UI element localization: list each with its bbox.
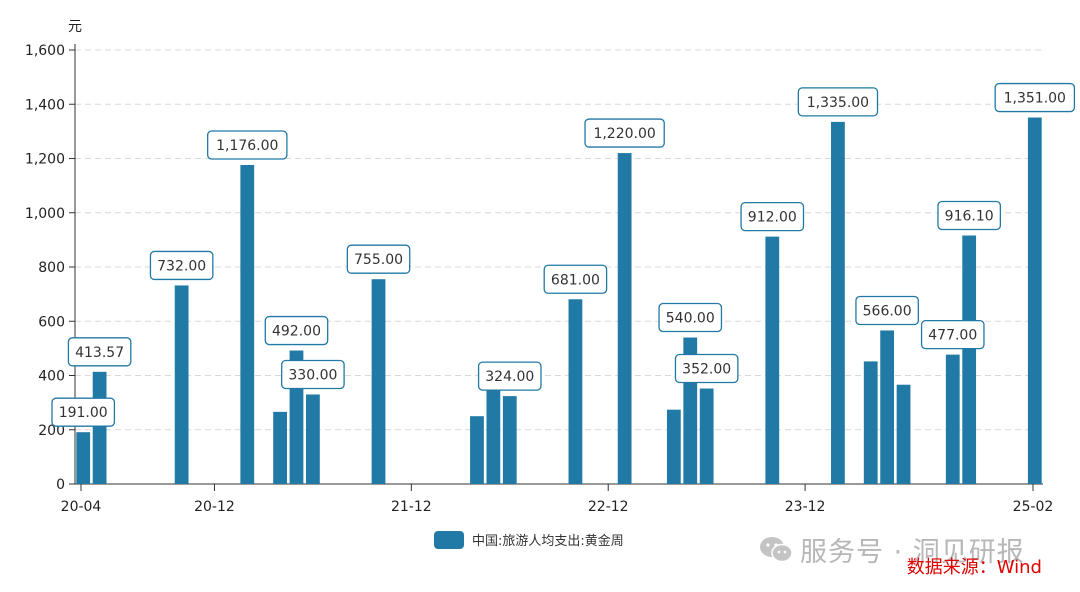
bar <box>863 361 878 484</box>
data-label-box <box>67 337 132 367</box>
data-label: 540.00 <box>666 311 715 327</box>
data-label-box <box>543 264 608 294</box>
data-label-box <box>584 118 665 148</box>
bar <box>502 396 517 484</box>
y-tick-label: 0 <box>56 477 65 493</box>
data-label-box <box>920 319 985 350</box>
data-label: 413.57 <box>75 345 124 361</box>
data-label: 324.00 <box>485 369 534 385</box>
legend-label: 中国:旅游人均支出:黄金周 <box>472 534 624 549</box>
y-tick-label: 1,400 <box>25 97 65 113</box>
bar <box>306 394 320 484</box>
data-label-box <box>264 315 329 346</box>
bar <box>699 388 714 484</box>
bar <box>174 285 189 484</box>
data-label: 1,176.00 <box>216 138 278 154</box>
x-tick-label: 23-12 <box>785 499 826 515</box>
data-label-box <box>477 361 542 391</box>
wechat-icon <box>760 536 793 562</box>
data-label-box <box>797 87 879 117</box>
data-label: 681.00 <box>551 272 600 288</box>
y-tick-label: 1,200 <box>25 152 65 168</box>
data-label: 916.10 <box>945 209 994 225</box>
y-tick-label: 1,000 <box>25 206 65 222</box>
source-note: 数据来源：Wind <box>906 557 1042 578</box>
y-tick-label: 400 <box>38 369 65 385</box>
data-label: 732.00 <box>157 258 206 274</box>
y-tick-label: 1,600 <box>25 43 65 59</box>
y-axis-unit: 元 <box>68 19 82 35</box>
bar <box>76 432 91 484</box>
bar <box>962 235 977 484</box>
bar <box>470 416 484 484</box>
data-label-box <box>149 250 214 281</box>
bar <box>831 121 845 484</box>
data-label-box <box>855 295 919 326</box>
legend-swatch <box>434 530 464 549</box>
data-label: 755.00 <box>354 252 403 268</box>
watermark-text: 服务号 · 洞见研报 <box>800 537 1025 568</box>
bar <box>486 387 501 484</box>
data-label: 191.00 <box>59 405 108 421</box>
bar <box>1027 117 1042 484</box>
bar <box>617 153 632 484</box>
x-tick-label: 22-12 <box>588 499 629 515</box>
data-label: 330.00 <box>288 367 337 383</box>
bar <box>371 279 386 484</box>
bar <box>273 411 287 484</box>
data-label: 1,351.00 <box>1004 91 1066 107</box>
data-label: 1,335.00 <box>807 95 869 111</box>
y-tick-label: 800 <box>38 260 65 276</box>
data-label-box <box>51 397 116 427</box>
bar <box>92 371 107 484</box>
data-label-box <box>281 359 345 390</box>
data-label: 352.00 <box>682 362 731 378</box>
data-label-box <box>207 130 288 160</box>
watermark: 服务号 · 洞见研报 <box>758 530 1025 569</box>
data-label: 566.00 <box>863 303 912 319</box>
data-label: 912.00 <box>748 210 797 226</box>
data-label-box <box>937 200 1002 231</box>
data-label-box <box>658 302 723 333</box>
bar <box>568 299 583 484</box>
data-label: 492.00 <box>272 324 321 340</box>
data-label-box <box>346 244 411 274</box>
data-label-box <box>994 82 1076 113</box>
legend[interactable]: 中国:旅游人均支出:黄金周 <box>434 530 624 549</box>
data-label-box <box>674 353 739 384</box>
y-tick-label: 600 <box>38 314 65 330</box>
bar <box>666 409 681 484</box>
x-tick-label: 21-12 <box>391 499 432 515</box>
x-tick-label: 20-12 <box>194 499 235 515</box>
x-tick-label: 20-04 <box>61 499 102 515</box>
data-label-box <box>740 201 805 232</box>
data-label: 477.00 <box>928 328 977 344</box>
bar <box>880 330 895 484</box>
data-label: 1,220.00 <box>593 126 655 142</box>
bar <box>240 165 255 484</box>
x-tick-label: 25-02 <box>1013 499 1054 515</box>
bar <box>765 236 780 484</box>
bar <box>945 354 960 484</box>
bar <box>896 384 911 484</box>
